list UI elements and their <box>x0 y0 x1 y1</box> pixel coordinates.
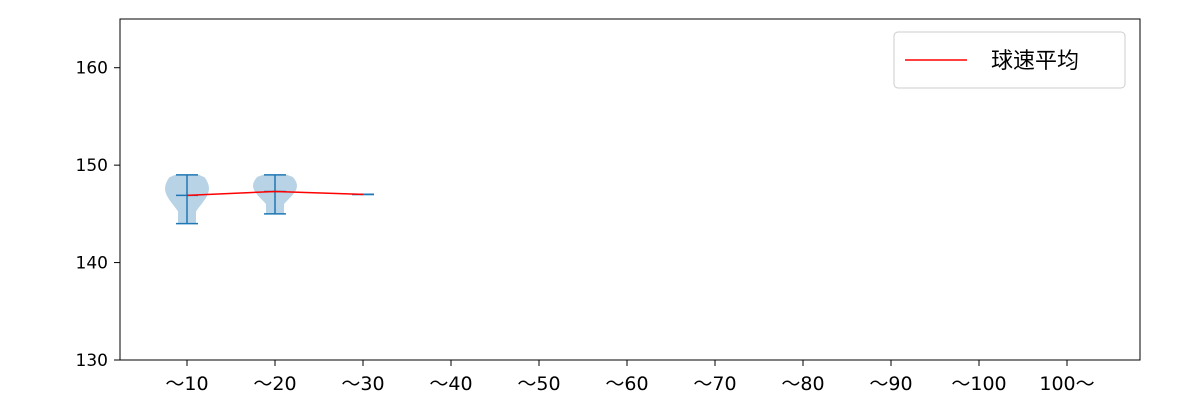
x-tick-label: ～70 <box>693 373 736 395</box>
x-tick-label: ～80 <box>781 373 824 395</box>
mean-speed-line <box>186 190 364 197</box>
x-tick-label: ～10 <box>165 373 208 395</box>
y-tick-label: 140 <box>76 254 108 274</box>
plot-frame <box>119 18 1141 361</box>
legend-box <box>893 31 1126 89</box>
x-tick-label: ～60 <box>605 373 648 395</box>
x-tick-label: ～20 <box>253 373 296 395</box>
y-tick-label: 160 <box>76 59 108 79</box>
x-tick-label: ～40 <box>429 373 472 395</box>
x-tick-label: 100～ <box>1039 373 1094 395</box>
x-tick-label: ～100 <box>951 373 1006 395</box>
y-tick-label: 130 <box>76 351 108 371</box>
y-tick-label: 150 <box>76 156 108 176</box>
legend-label-mean: 球速平均 <box>991 49 1079 74</box>
x-tick-label: ～90 <box>869 373 912 395</box>
x-tick-label: ～30 <box>341 373 384 395</box>
x-tick-label: ～50 <box>517 373 560 395</box>
legend: 球速平均 <box>893 31 1126 89</box>
